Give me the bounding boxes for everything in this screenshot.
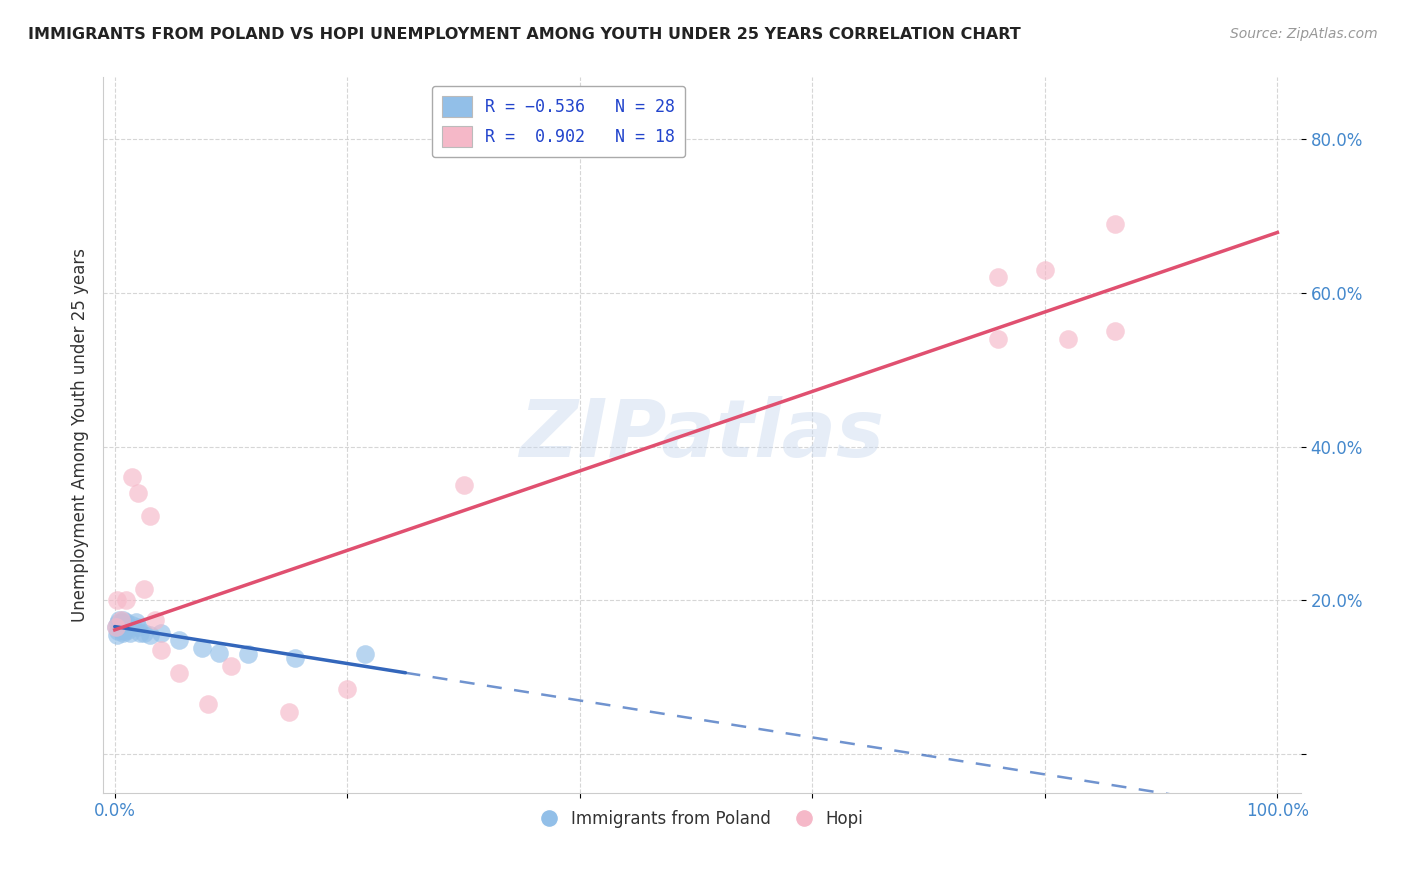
Point <box>167 633 190 648</box>
Text: ZIPatlas: ZIPatlas <box>519 396 884 474</box>
Point <box>107 624 129 639</box>
Point <box>453 478 475 492</box>
Point <box>114 620 136 634</box>
Point <box>284 651 307 665</box>
Point <box>1057 332 1080 346</box>
Point <box>111 625 134 640</box>
Point <box>150 643 173 657</box>
Point <box>167 666 190 681</box>
Point <box>110 613 132 627</box>
Point <box>145 613 167 627</box>
Point <box>132 625 155 640</box>
Point <box>219 658 242 673</box>
Text: IMMIGRANTS FROM POLAND VS HOPI UNEMPLOYMENT AMONG YOUTH UNDER 25 YEARS CORRELATI: IMMIGRANTS FROM POLAND VS HOPI UNEMPLOYM… <box>28 27 1021 42</box>
Point <box>208 646 231 660</box>
Legend: Immigrants from Poland, Hopi: Immigrants from Poland, Hopi <box>534 803 870 834</box>
Point <box>118 625 141 640</box>
Point <box>108 613 131 627</box>
Point <box>1033 262 1056 277</box>
Point <box>110 618 132 632</box>
Point <box>117 623 139 637</box>
Point <box>104 620 127 634</box>
Point <box>127 485 149 500</box>
Point <box>191 641 214 656</box>
Point <box>336 681 359 696</box>
Point <box>987 270 1010 285</box>
Point <box>115 593 138 607</box>
Point <box>121 618 143 632</box>
Point <box>138 628 160 642</box>
Point <box>111 615 134 629</box>
Point <box>987 332 1010 346</box>
Point <box>111 613 134 627</box>
Point <box>278 705 301 719</box>
Point <box>105 593 128 607</box>
Point <box>1104 324 1126 338</box>
Point <box>132 582 155 596</box>
Point <box>107 616 129 631</box>
Point <box>112 624 135 639</box>
Point <box>197 697 219 711</box>
Point <box>121 470 143 484</box>
Point <box>127 620 149 634</box>
Point <box>125 615 148 629</box>
Point <box>1104 217 1126 231</box>
Text: Source: ZipAtlas.com: Source: ZipAtlas.com <box>1230 27 1378 41</box>
Point <box>105 628 128 642</box>
Point <box>138 508 160 523</box>
Point <box>110 623 132 637</box>
Point <box>115 615 138 629</box>
Point <box>238 647 260 661</box>
Point <box>353 647 375 661</box>
Y-axis label: Unemployment Among Youth under 25 years: Unemployment Among Youth under 25 years <box>72 248 89 622</box>
Point <box>129 625 152 640</box>
Point <box>104 620 127 634</box>
Point <box>150 625 173 640</box>
